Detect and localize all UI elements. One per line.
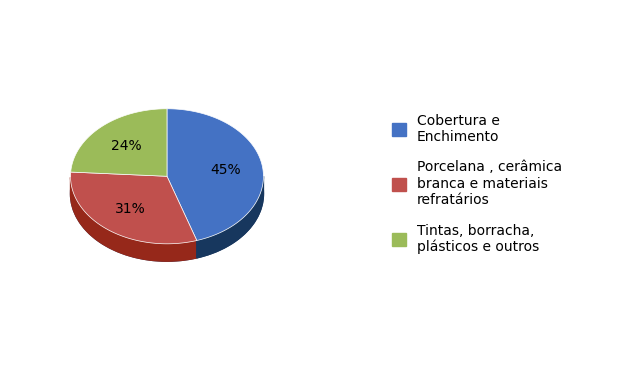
Polygon shape <box>197 176 264 258</box>
Legend: Cobertura e
Enchimento, Porcelana , cerâmica
branca e materiais
refratários, Tin: Cobertura e Enchimento, Porcelana , cerâ… <box>387 108 568 260</box>
Text: 45%: 45% <box>210 163 241 177</box>
Ellipse shape <box>71 126 264 261</box>
Polygon shape <box>167 109 264 241</box>
Text: 31%: 31% <box>115 202 146 216</box>
Polygon shape <box>71 177 197 261</box>
Polygon shape <box>71 109 167 176</box>
Polygon shape <box>71 172 197 244</box>
Text: 24%: 24% <box>111 139 142 153</box>
